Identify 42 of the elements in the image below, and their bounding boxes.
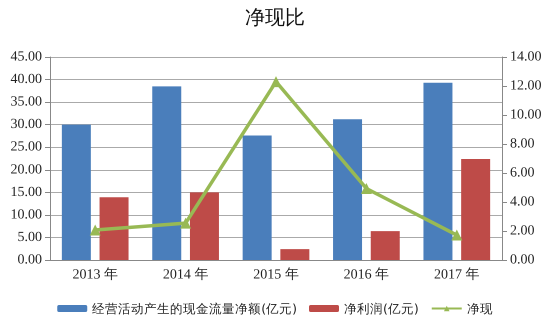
y2-tick-label: 14.00 bbox=[510, 50, 542, 64]
y2-tick-label: 12.00 bbox=[510, 78, 542, 94]
y-tick-label: 15.00 bbox=[10, 184, 42, 200]
y-tick-label: 35.00 bbox=[10, 94, 42, 110]
x-tick-label: 2014 年 bbox=[162, 266, 208, 282]
bar bbox=[100, 197, 129, 260]
bar bbox=[280, 249, 310, 260]
x-tick-label: 2017 年 bbox=[434, 266, 480, 282]
point bbox=[451, 230, 462, 241]
y2-tick-label: 8.00 bbox=[510, 136, 534, 152]
point bbox=[270, 76, 282, 88]
y-tick-label: 20.00 bbox=[10, 162, 42, 178]
bar bbox=[370, 231, 400, 260]
y-tick-label: 5.00 bbox=[18, 230, 42, 245]
y-tick-label: 0.00 bbox=[18, 252, 42, 268]
y-tick-label: 10.00 bbox=[10, 207, 42, 222]
x-tick-label: 2015 年 bbox=[253, 266, 299, 282]
point bbox=[180, 218, 192, 229]
y2-tick-label: 0.00 bbox=[510, 252, 534, 268]
x-tick-label: 2016 年 bbox=[344, 266, 390, 282]
y-tick-label: 25.00 bbox=[10, 140, 42, 155]
x-tick-label: 2013 年 bbox=[72, 266, 118, 282]
bar bbox=[190, 192, 219, 260]
bar bbox=[423, 82, 452, 260]
y2-tick-label: 6.00 bbox=[510, 166, 534, 180]
y-tick-label: 40.00 bbox=[10, 72, 42, 88]
legend-label: 净现 bbox=[466, 301, 493, 316]
legend-label: 净利润(亿元) bbox=[344, 301, 419, 316]
bar bbox=[152, 86, 182, 260]
bar bbox=[62, 124, 91, 260]
y-tick-label: 30.00 bbox=[10, 117, 42, 132]
legend-label: 经营活动产生的现金流量净额(亿元) bbox=[92, 301, 298, 316]
y2-tick-label: 2.00 bbox=[510, 224, 534, 238]
y-tick-label: 45.00 bbox=[10, 50, 42, 64]
point bbox=[360, 183, 372, 194]
y2-tick-label: 10.00 bbox=[510, 108, 542, 122]
bar bbox=[242, 135, 272, 260]
bar bbox=[333, 119, 362, 260]
chart-title: 净现比 bbox=[245, 5, 305, 29]
point bbox=[90, 224, 101, 236]
bar bbox=[461, 158, 490, 260]
y2-tick-label: 4.00 bbox=[510, 194, 534, 210]
